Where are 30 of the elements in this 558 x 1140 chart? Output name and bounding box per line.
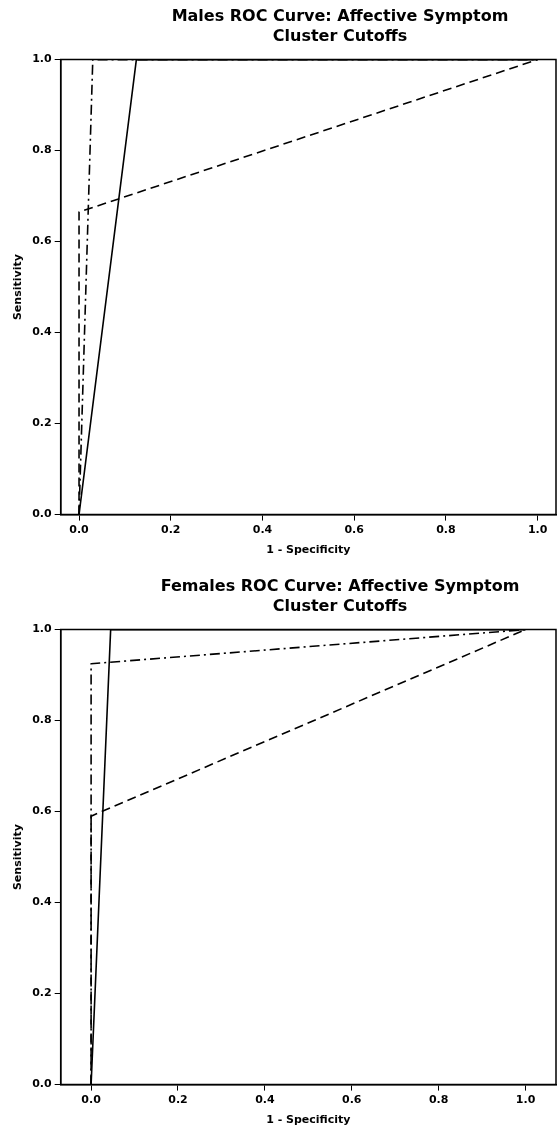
y-tick-label: 0.8 xyxy=(32,143,52,157)
x-axis-title: 1 - Specificity xyxy=(266,1113,351,1127)
x-tick-label: 0.4 xyxy=(252,523,273,537)
x-tick-label: 0.8 xyxy=(436,523,456,537)
y-tick-label: 0.6 xyxy=(32,234,53,248)
x-tick-label: 0.8 xyxy=(428,1093,449,1107)
x-axis-title: 1 - Specificity xyxy=(266,543,351,557)
y-tick-label: 0.2 xyxy=(32,416,52,430)
x-tick-label: 0.0 xyxy=(69,523,90,537)
x-tick-label: 1.0 xyxy=(515,1093,536,1107)
y-tick-label: 0.0 xyxy=(32,1077,53,1091)
y-tick-label: 0.2 xyxy=(32,986,52,1000)
y-axis-title: Sensitivity xyxy=(11,824,25,891)
chart-title: Females ROC Curve: Affective Symptom Cluster Cutoffs xyxy=(159,575,521,617)
y-tick-label: 0.4 xyxy=(32,895,53,909)
x-tick-label: 0.6 xyxy=(342,1093,362,1107)
x-tick-label: 0.2 xyxy=(168,1093,188,1107)
y-tick-label: 1.0 xyxy=(32,52,53,66)
x-tick-label: 0.4 xyxy=(255,1093,275,1107)
x-tick-label: 0.0 xyxy=(81,1093,102,1107)
y-tick-label: 0.8 xyxy=(32,713,52,727)
chart-title: Males ROC Curve: Affective Symptom Cluster Cutoffs xyxy=(170,5,510,47)
y-tick-label: 0.4 xyxy=(32,325,53,339)
x-tick-label: 1.0 xyxy=(527,523,548,537)
x-tick-label: 0.2 xyxy=(161,523,181,537)
y-axis-title: Sensitivity xyxy=(11,254,25,321)
y-tick-label: 0.0 xyxy=(32,507,53,521)
y-tick-label: 0.6 xyxy=(32,804,53,818)
x-tick-label: 0.6 xyxy=(344,523,365,537)
y-tick-label: 1.0 xyxy=(32,622,53,636)
